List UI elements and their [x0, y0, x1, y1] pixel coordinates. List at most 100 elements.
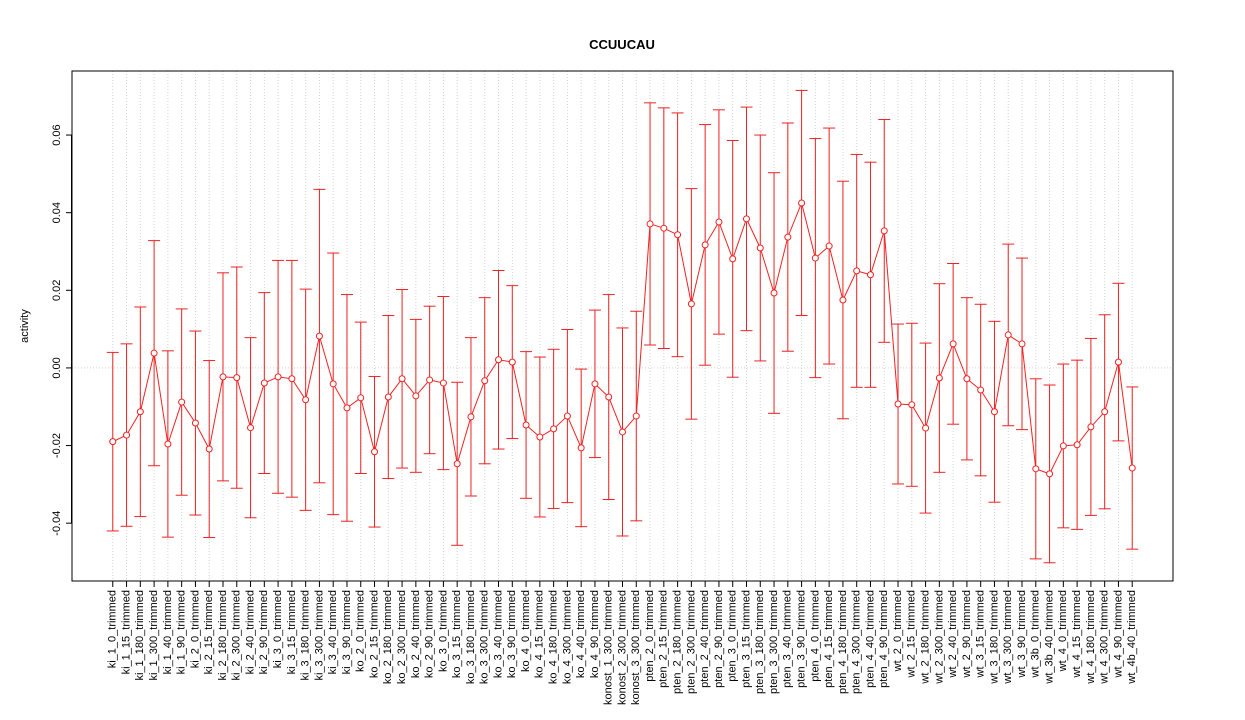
x-tick-label: pten_4_15_trimmed — [823, 590, 835, 688]
point — [439, 379, 447, 387]
chart-title: CCUUCAU — [589, 37, 655, 52]
x-tick-label: pten_3_300_trimmed — [768, 590, 780, 694]
point — [563, 412, 571, 420]
x-tick-label: wt_4b_40_trimmed — [1126, 590, 1138, 685]
point — [1087, 423, 1095, 431]
point — [811, 254, 819, 262]
point — [274, 373, 282, 381]
x-tick-label: ko_2_40_trimmed — [410, 590, 422, 678]
point — [770, 289, 778, 297]
x-tick-label: pten_3_15_trimmed — [740, 590, 752, 688]
x-tick-label: ko_2_15_trimmed — [368, 590, 380, 678]
point — [508, 358, 516, 366]
x-tick-label: pten_2_300_trimmed — [685, 590, 697, 694]
x-tick-label: ki_1_0_trimmed — [107, 590, 119, 668]
y-axis-label: activity — [19, 309, 31, 343]
x-tick-label: ko_2_0_trimmed — [355, 590, 367, 672]
x-tick-label: pten_4_180_trimmed — [837, 590, 849, 694]
point — [550, 425, 558, 433]
x-tick-label: ki_3_40_trimmed — [327, 590, 339, 674]
x-tick-label: ki_2_90_trimmed — [258, 590, 270, 674]
y-tick-label: 0.04 — [51, 202, 63, 223]
point — [619, 428, 626, 436]
point — [1128, 464, 1136, 472]
x-tick-label: ko_4_15_trimmed — [534, 590, 546, 678]
x-tick-label: ko_3_15_trimmed — [451, 590, 463, 678]
point — [701, 241, 709, 249]
x-tick-label: wt_2_300_trimmed — [933, 590, 945, 685]
point — [798, 199, 806, 207]
x-tick-label: ki_3_300_trimmed — [313, 590, 325, 681]
point — [784, 233, 792, 241]
point — [412, 392, 420, 400]
point — [742, 215, 750, 223]
x-tick-label: konost_3_300_trimmed — [630, 590, 642, 705]
point — [894, 400, 902, 408]
point — [880, 227, 888, 235]
point — [1018, 340, 1026, 348]
x-tick-label: ko_3_40_trimmed — [492, 590, 504, 678]
x-tick-label: wt_4_300_trimmed — [1099, 590, 1111, 685]
x-tick-label: pten_3_180_trimmed — [754, 590, 766, 694]
point — [729, 255, 737, 263]
x-tick-label: ki_1_40_trimmed — [162, 590, 174, 674]
point — [1059, 442, 1067, 450]
point — [1101, 408, 1109, 416]
x-tick-label: pten_3_0_trimmed — [727, 590, 739, 682]
point — [853, 267, 861, 275]
x-tick-label: wt_3_300_trimmed — [1002, 590, 1014, 685]
point — [605, 393, 613, 401]
point — [935, 374, 943, 382]
point — [384, 393, 392, 401]
point — [109, 438, 117, 446]
x-tick-label: pten_2_40_trimmed — [699, 590, 711, 688]
point — [260, 379, 268, 387]
x-tick-label: ko_4_0_trimmed — [520, 590, 532, 672]
point — [495, 356, 503, 364]
point — [357, 394, 365, 402]
point — [398, 375, 406, 383]
x-tick-label: ki_1_90_trimmed — [176, 590, 188, 674]
x-tick-label: pten_4_300_trimmed — [851, 590, 863, 694]
point — [577, 444, 585, 452]
x-tick-label: wt_2_90_trimmed — [961, 590, 973, 678]
x-tick-label: wt_3_180_trimmed — [988, 590, 1000, 685]
point — [1004, 331, 1012, 339]
x-tick-label: pten_3_40_trimmed — [782, 590, 794, 688]
x-tick-label: pten_2_15_trimmed — [658, 590, 670, 688]
point — [178, 398, 186, 406]
point — [164, 440, 172, 448]
x-tick-label: ki_2_0_trimmed — [189, 590, 201, 668]
point — [660, 224, 668, 232]
x-tick-label: wt_3_90_trimmed — [1016, 590, 1028, 678]
x-tick-label: pten_4_40_trimmed — [864, 590, 876, 688]
point — [687, 300, 695, 308]
x-tick-label: ki_3_0_trimmed — [272, 590, 284, 668]
x-tick-label: pten_2_90_trimmed — [713, 590, 725, 688]
point — [302, 396, 310, 404]
x-tick-label: ki_2_15_trimmed — [203, 590, 215, 674]
x-tick-label: pten_2_0_trimmed — [644, 590, 656, 682]
x-tick-label: ko_4_90_trimmed — [589, 590, 601, 678]
point — [756, 244, 764, 252]
point — [591, 380, 599, 388]
x-tick-label: ko_2_300_trimmed — [396, 590, 408, 684]
x-tick-label: ko_4_180_trimmed — [548, 590, 560, 684]
x-tick-label: ki_3_15_trimmed — [286, 590, 298, 674]
x-tick-label: ko_2_180_trimmed — [382, 590, 394, 684]
point — [467, 413, 475, 421]
point — [646, 220, 654, 228]
x-tick-label: ko_4_300_trimmed — [561, 590, 573, 684]
point — [136, 408, 144, 416]
x-tick-label: wt_4_15_trimmed — [1071, 590, 1083, 678]
point — [522, 421, 530, 429]
point — [674, 231, 682, 239]
y-tick-label: -0.04 — [51, 511, 63, 536]
point — [481, 377, 489, 385]
x-tick-label: ko_3_300_trimmed — [479, 590, 491, 684]
point — [839, 296, 847, 304]
x-tick-label: ki_1_180_trimmed — [134, 590, 146, 681]
x-tick-label: ko_3_90_trimmed — [506, 590, 518, 678]
point — [371, 448, 379, 456]
